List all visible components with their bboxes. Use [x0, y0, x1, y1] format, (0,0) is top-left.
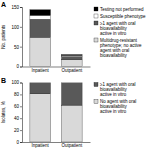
- legend-item: Susceptible phenotype: [94, 14, 146, 19]
- x-tick-label: Inpatient: [32, 143, 50, 148]
- y-axis-line: [20, 8, 23, 68]
- x-axis: Inpatient Outpatient: [23, 142, 91, 148]
- y-tick-mark: [20, 27, 22, 28]
- legend-swatch: [94, 7, 98, 11]
- y-tick-label: 50: [14, 45, 20, 50]
- y-tick-mark: [20, 7, 22, 8]
- y-axis-line: [20, 83, 23, 143]
- bar-segment: [30, 19, 51, 37]
- y-axis: 0 20 40 60 80 100: [11, 80, 22, 145]
- y-axis-title: No. patients: [1, 24, 6, 49]
- bar-segment: [62, 60, 83, 67]
- y-axis-title: Isolates, %: [1, 101, 6, 123]
- y-tick-mark: [20, 67, 22, 68]
- bars: [30, 10, 82, 67]
- x-tick: Inpatient: [32, 67, 50, 73]
- legend-label: Multidrug-resistantphenotype; no activea…: [100, 38, 142, 58]
- y-tick: 100: [11, 80, 22, 85]
- bars: [30, 83, 82, 143]
- panel: 0 50 100 150 Inpatient Outpatient A No. patient…: [1, 1, 146, 73]
- legend-swatch: [94, 14, 98, 18]
- bar-segment: [62, 57, 83, 60]
- bar-segment: [62, 54, 83, 56]
- legend-swatch: [94, 100, 98, 104]
- panel-label: B: [1, 77, 6, 84]
- y-tick-mark: [20, 83, 22, 84]
- bar-segment: [30, 10, 51, 16]
- y-tick: 20: [14, 128, 22, 133]
- legend-item: ≥1 agent with oralbioavailabilityactive …: [94, 21, 136, 36]
- y-tick-mark: [20, 142, 22, 143]
- y-tick: 50: [14, 45, 22, 50]
- y-tick: 100: [11, 25, 22, 30]
- bar-segment: [30, 83, 51, 94]
- y-tick: 80: [14, 92, 22, 97]
- x-tick-label: Outpatient: [61, 143, 83, 148]
- panel: 0 20 40 60 80 100 Inpatient Outpatient B Isolates…: [1, 77, 136, 149]
- y-tick-mark: [20, 118, 22, 119]
- plot-area: 0 50 100 150 Inpatient Outpatient: [11, 5, 90, 73]
- y-tick: 0: [16, 140, 22, 145]
- legend: Testing not performed Susceptible phenoty…: [94, 7, 146, 58]
- bar-segment: [62, 55, 83, 56]
- y-axis: 0 50 100 150: [11, 5, 22, 70]
- y-tick: 0: [16, 64, 22, 69]
- bar-segment: [30, 94, 51, 142]
- y-tick-label: 40: [14, 116, 20, 121]
- legend-label: Susceptible phenotype: [100, 14, 146, 19]
- legend-label: No agent with oralbioavailabilityactive …: [100, 99, 136, 114]
- plot-area: 0 20 40 60 80 100 Inpatient Outpatient: [11, 80, 90, 148]
- y-tick-label: 20: [14, 128, 20, 133]
- legend-label: ≥1 agent with oralbioavailabilityactive …: [100, 82, 136, 97]
- legend-swatch: [94, 38, 98, 42]
- y-tick: 150: [11, 5, 22, 10]
- legend: ≥1 agent with oralbioavailabilityactive …: [94, 82, 136, 114]
- legend-item: ≥1 agent with oralbioavailabilityactive …: [94, 82, 136, 97]
- figure: 0 50 100 150 Inpatient Outpatient A No. patient…: [0, 0, 150, 151]
- x-tick: Outpatient: [61, 142, 83, 148]
- y-tick-mark: [20, 47, 22, 48]
- x-axis: Inpatient Outpatient: [23, 67, 91, 73]
- bar-segment: [30, 37, 51, 66]
- y-tick-mark: [20, 94, 22, 95]
- y-tick-label: 100: [11, 80, 19, 85]
- y-tick: 60: [14, 104, 22, 109]
- bar-segment: [62, 83, 83, 106]
- panel-label: A: [1, 1, 6, 8]
- y-tick-label: 0: [16, 64, 19, 69]
- x-tick: Outpatient: [61, 67, 83, 73]
- y-tick-label: 60: [14, 104, 20, 109]
- legend-swatch: [94, 83, 98, 87]
- legend-label: Testing not performed: [100, 7, 144, 12]
- legend-swatch: [94, 21, 98, 25]
- legend-item: Testing not performed: [94, 7, 144, 12]
- y-tick-label: 80: [14, 92, 20, 97]
- y-tick-label: 0: [16, 140, 19, 145]
- bar-segment: [62, 105, 83, 142]
- y-tick-label: 150: [11, 5, 19, 10]
- x-tick-label: Outpatient: [61, 68, 83, 73]
- y-tick-mark: [20, 106, 22, 107]
- x-tick-label: Inpatient: [32, 68, 50, 73]
- x-tick: Inpatient: [32, 142, 50, 148]
- y-tick: 40: [14, 116, 22, 121]
- y-tick-label: 100: [11, 25, 19, 30]
- bar-segment: [30, 15, 51, 19]
- legend-item: Multidrug-resistantphenotype; no activea…: [94, 38, 142, 58]
- legend-label: ≥1 agent with oralbioavailabilityactive …: [100, 21, 136, 36]
- legend-item: No agent with oralbioavailabilityactive …: [94, 99, 136, 114]
- y-tick-mark: [20, 130, 22, 131]
